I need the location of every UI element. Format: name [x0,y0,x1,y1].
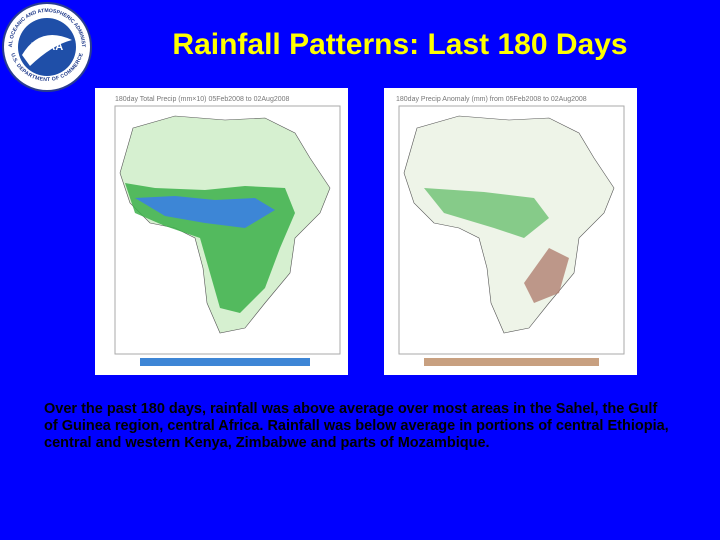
noaa-logo: NOAA NATIONAL OCEANIC AND ATMOSPHERIC AD… [0,0,92,92]
slide-title: Rainfall Patterns: Last 180 Days [172,28,628,61]
map-precip-anomaly: 180day Precip Anomaly (mm) from 05Feb200… [384,88,637,375]
logo-name: NOAA [31,41,63,53]
below-average [524,248,569,303]
map-title: 180day Total Precip (mm×10) 05Feb2008 to… [115,96,290,103]
logo-bird [22,35,72,66]
map-total-precip: 180day Total Precip (mm×10) 05Feb2008 to… [95,88,348,375]
map-title: 180day Precip Anomaly (mm) from 05Feb200… [396,96,587,103]
above-average [424,188,549,238]
color-scale [424,358,599,366]
heavy-rain [135,196,275,228]
color-scale [140,358,310,366]
body-text: Over the past 180 days, rainfall was abo… [44,401,669,451]
